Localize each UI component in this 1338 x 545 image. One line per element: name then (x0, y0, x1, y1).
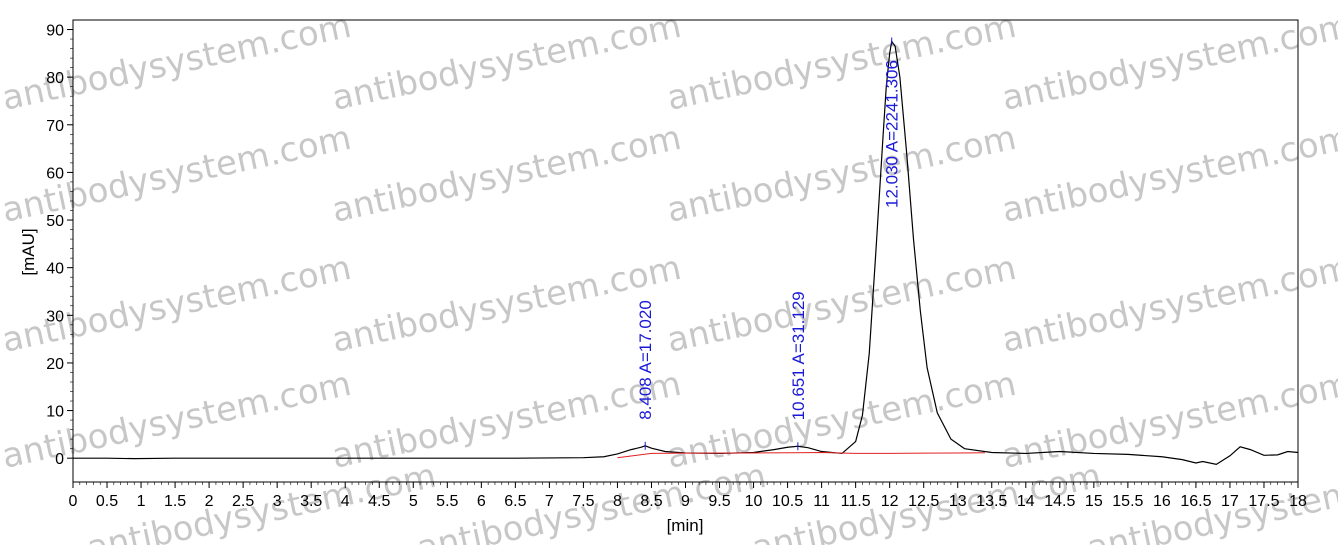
peak-label: 10.651 A=31.129 (789, 291, 808, 420)
x-tick-label: 1 (137, 493, 146, 510)
watermark-text: antibodysystem.com (329, 364, 685, 477)
x-tick-label: 11.5 (841, 493, 871, 510)
x-axis-title: [min] (667, 516, 704, 535)
x-tick-label: 13.5 (976, 493, 1007, 510)
x-tick-label: 14 (1017, 493, 1035, 510)
x-tick-label: 18 (1289, 493, 1307, 510)
peak-label: 8.408 A=17.020 (636, 300, 655, 420)
x-tick-label: 16 (1153, 493, 1171, 510)
y-tick-label: 60 (46, 165, 64, 182)
y-tick-label: 20 (46, 356, 64, 373)
x-tick-label: 11 (813, 493, 830, 510)
x-tick-label: 10 (745, 493, 763, 510)
x-tick-label: 8 (613, 493, 622, 510)
watermark-text: antibodysystem.com (664, 364, 1020, 477)
watermark-text: antibodysystem.com (664, 6, 1020, 119)
x-tick-label: 6 (477, 493, 486, 510)
y-tick-label: 10 (46, 404, 64, 421)
watermark-text: antibodysystem.com (999, 248, 1338, 361)
x-tick-label: 2 (205, 493, 214, 510)
watermark-text: antibodysystem.com (664, 118, 1020, 231)
watermark-text: antibodysystem.com (329, 118, 685, 231)
chromatogram-trace (73, 39, 1299, 466)
x-tick-label: 8.5 (640, 493, 662, 510)
x-tick-label: 5 (409, 493, 418, 510)
x-tick-label: 7.5 (572, 493, 594, 510)
watermark-text: antibodysystem.com (329, 6, 685, 119)
x-tick-label: 15.5 (1112, 493, 1143, 510)
x-axis: 0 0.5 1 1.5 2 2.5 3 3.5 4 4.5 5 5.5 6 6.5 7 7.5 8 8.5 9 9.5… (69, 482, 1307, 510)
x-tick-label: 0.5 (96, 493, 118, 510)
x-tick-label: 5.5 (436, 493, 458, 510)
y-tick-label: 0 (55, 451, 64, 468)
x-tick-label: 10.5 (772, 493, 803, 510)
x-tick-label: 3 (273, 493, 282, 510)
x-tick-label: 3.5 (300, 493, 322, 510)
x-tick-label: 4.5 (368, 493, 390, 510)
x-tick-label: 17.5 (1248, 493, 1279, 510)
baseline-trace (617, 451, 985, 459)
x-tick-label: 1.5 (164, 493, 186, 510)
peak-label: 12.030 A=2241.306 (883, 60, 902, 208)
y-tick-label: 80 (46, 70, 64, 87)
watermark-text: antibodysystem.com (664, 248, 1020, 361)
series-layer (73, 39, 1299, 466)
x-tick-label: 16.5 (1180, 493, 1211, 510)
x-tick-label: 13 (949, 493, 967, 510)
y-axis: 0 10 20 30 40 50 60 70 80 90 (46, 23, 73, 468)
y-tick-label: 50 (46, 213, 64, 230)
y-tick-label: 40 (46, 261, 64, 278)
x-tick-label: 9.5 (708, 493, 730, 510)
x-tick-label: 17 (1221, 493, 1239, 510)
watermark-text: antibodysystem.com (329, 248, 685, 361)
y-tick-label: 30 (46, 308, 64, 325)
x-tick-label: 7 (545, 493, 554, 510)
x-tick-label: 12.5 (908, 493, 939, 510)
y-axis-title: [mAU] (19, 228, 38, 275)
y-tick-label: 70 (46, 118, 64, 135)
watermark-text: antibodysystem.com (999, 118, 1338, 231)
watermark-text: antibodysystem.com (999, 6, 1338, 119)
x-tick-label: 15 (1085, 493, 1103, 510)
annotation-layer: 8.408 A=17.020 10.651 A=31.129 12.030 A=22… (636, 37, 902, 451)
x-tick-label: 2.5 (232, 493, 254, 510)
x-tick-label: 12 (881, 493, 899, 510)
x-tick-label: 9 (681, 493, 690, 510)
y-tick-label: 90 (46, 23, 64, 40)
x-tick-label: 14.5 (1044, 493, 1075, 510)
x-tick-label: 4 (341, 493, 350, 510)
x-tick-label: 0 (69, 493, 78, 510)
x-tick-label: 6.5 (504, 493, 526, 510)
watermark-layer: antibodysystem.comantibodysystem.comanti… (0, 6, 1338, 545)
watermark-text: antibodysystem.com (999, 364, 1338, 477)
